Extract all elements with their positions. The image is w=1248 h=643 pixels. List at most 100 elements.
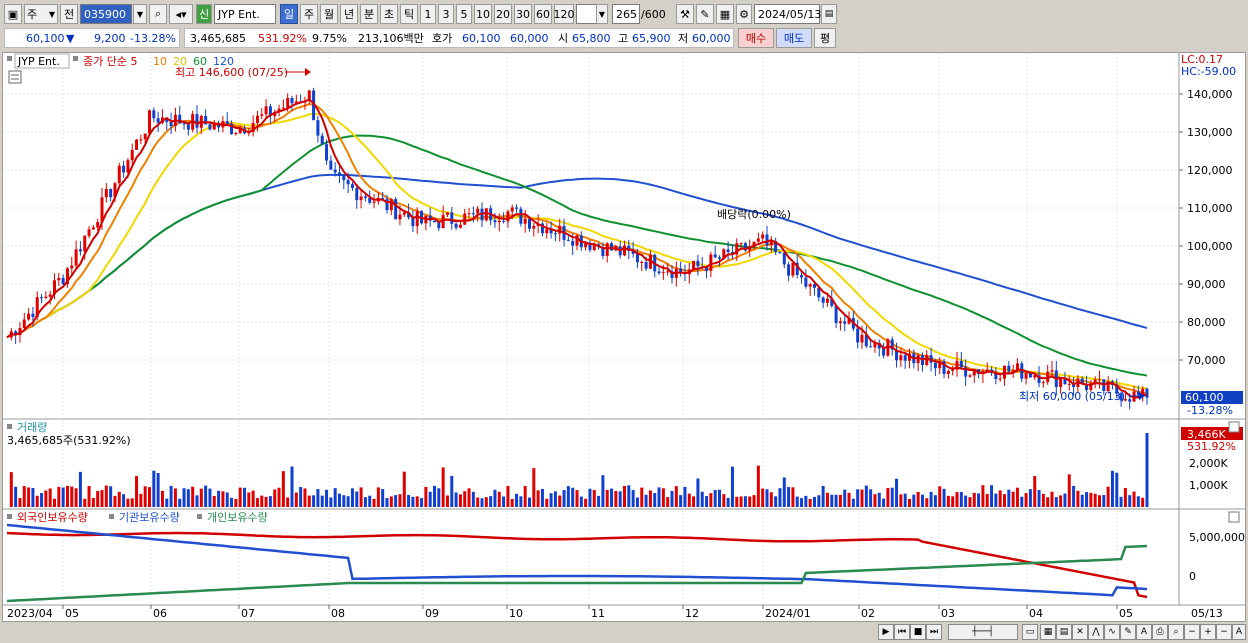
grid-icon[interactable]: ▦ <box>1040 624 1056 640</box>
period-year-button[interactable]: 년 <box>340 4 358 24</box>
volume-bar <box>480 498 484 507</box>
period-tick-button[interactable]: 틱 <box>400 4 418 24</box>
candle-body <box>528 218 531 229</box>
candle-body <box>670 271 674 278</box>
eval-button[interactable]: 평 <box>814 28 836 48</box>
candle-body <box>998 378 1002 380</box>
zoom-out-icon[interactable]: − <box>1184 624 1200 640</box>
close-icon[interactable] <box>1228 421 1240 433</box>
volume-bar <box>545 498 549 507</box>
candle-body <box>756 238 760 242</box>
stock-name-field[interactable]: JYP Ent. <box>214 4 276 24</box>
minus-icon[interactable]: − <box>1216 624 1232 640</box>
period-week-button[interactable]: 주 <box>300 4 318 24</box>
volume-bar <box>536 490 540 507</box>
candle-body <box>277 108 281 112</box>
pen-icon[interactable]: ✎ <box>1120 624 1136 640</box>
gear-icon[interactable]: ⚙ <box>736 4 752 24</box>
candle-body <box>610 243 614 251</box>
interval-60-button[interactable]: 60 <box>534 4 552 24</box>
chart-type-icon[interactable]: ⋀ <box>1088 624 1104 640</box>
calculator-icon[interactable] <box>8 70 22 84</box>
interval-120-button[interactable]: 120 <box>554 4 575 24</box>
mode-select[interactable]: 주 ▼ <box>24 4 58 24</box>
scroll-right-icon[interactable]: ▶ <box>878 624 894 640</box>
speaker-icon[interactable]: ◂▾ <box>169 4 193 24</box>
window-icon[interactable]: ▣ <box>4 4 22 24</box>
chart-area[interactable]: JYP Ent. 종가 단순 5 10 20 60 120 최고 146,600… <box>2 52 1246 622</box>
interval-10-button[interactable]: 10 <box>474 4 492 24</box>
candle-body <box>415 211 419 227</box>
candle-body <box>255 115 259 123</box>
candle-body <box>623 245 626 256</box>
rewind-icon[interactable]: ⏮ <box>894 624 910 640</box>
forward-icon[interactable]: ⏭ <box>926 624 942 640</box>
low-arrow-head <box>1139 392 1145 400</box>
chevron-down-icon[interactable]: ▼ <box>133 4 147 24</box>
search-icon[interactable]: ⌕ <box>149 4 167 24</box>
chart-canvas[interactable]: JYP Ent. 종가 단순 5 10 20 60 120 최고 146,600… <box>3 53 1245 621</box>
candle-body <box>27 313 31 320</box>
last-pct-label: -13.28% <box>1187 404 1233 417</box>
low-value: 60,000 <box>692 31 731 45</box>
candle-body <box>843 321 847 324</box>
close-icon[interactable] <box>1228 511 1240 523</box>
volume-bar <box>506 485 510 507</box>
candle-body <box>592 244 596 250</box>
zoom-in-icon[interactable]: + <box>1200 624 1216 640</box>
candle-body <box>726 249 730 253</box>
count-input[interactable]: 265 <box>612 4 640 24</box>
candle-body <box>273 111 277 117</box>
line-icon[interactable]: ∿ <box>1104 624 1120 640</box>
volume-bar <box>217 490 221 507</box>
interval-30-button[interactable]: 30 <box>514 4 532 24</box>
candle-body <box>320 135 324 145</box>
compare-icon[interactable]: ▤ <box>1056 624 1072 640</box>
volume-bar <box>908 498 911 507</box>
sell-button[interactable]: 매도 <box>776 28 812 48</box>
text-icon[interactable]: A <box>1136 624 1152 640</box>
volume-bar <box>208 488 212 507</box>
period-month-button[interactable]: 월 <box>320 4 338 24</box>
buy-button[interactable]: 매수 <box>738 28 774 48</box>
volume-bar <box>726 497 730 507</box>
volume-bar <box>795 496 799 507</box>
interval-3-button[interactable]: 3 <box>438 4 454 24</box>
date-input[interactable]: 2024/05/13 <box>754 4 821 24</box>
last-volume-pct: 531.92% <box>1187 440 1236 453</box>
stop-icon[interactable]: ■ <box>910 624 926 640</box>
volume-bar <box>1011 491 1015 507</box>
volume-bar <box>864 485 868 507</box>
font-size-icon[interactable]: A <box>1232 624 1246 640</box>
quote-bar: 60,100 ▼ 9,200 -13.28% 3,465,685 531.92%… <box>0 27 1248 49</box>
tools-icon[interactable]: ⚒ <box>676 4 694 24</box>
candle-body <box>363 196 367 198</box>
period-day-button[interactable]: 일 <box>280 4 298 24</box>
current-price: 60,100 <box>26 31 65 45</box>
volume-bar <box>299 487 303 507</box>
candle-body <box>519 208 523 224</box>
zoom-slider[interactable]: ┼──┤ <box>948 624 1018 640</box>
layout-icon[interactable]: ▭ <box>1022 624 1038 640</box>
volume-bar <box>268 496 272 507</box>
period-second-button[interactable]: 초 <box>380 4 398 24</box>
save-icon[interactable]: ▦ <box>716 4 734 24</box>
calendar-icon[interactable]: ▤ <box>821 4 837 24</box>
volume-bars <box>9 433 1149 507</box>
period-minute-button[interactable]: 분 <box>360 4 378 24</box>
volume-bar <box>78 471 82 507</box>
draw-icon[interactable]: ✎ <box>696 4 714 24</box>
candle-body <box>268 106 272 117</box>
interval-1-button[interactable]: 1 <box>420 4 436 24</box>
print-icon[interactable]: ⎙ <box>1152 624 1168 640</box>
code-input[interactable]: 035900 <box>80 4 132 24</box>
volume-bar <box>532 468 536 507</box>
volume-bar <box>1132 491 1136 507</box>
interval-5-button[interactable]: 5 <box>456 4 472 24</box>
interval-20-button[interactable]: 20 <box>494 4 512 24</box>
prev-button[interactable]: 전 <box>60 4 78 24</box>
chevron-down-icon[interactable]: ▼ <box>596 4 608 24</box>
search-icon[interactable]: ⌕ <box>1168 624 1184 640</box>
volume-bar <box>342 495 346 507</box>
indicator-icon[interactable]: ✕ <box>1072 624 1088 640</box>
